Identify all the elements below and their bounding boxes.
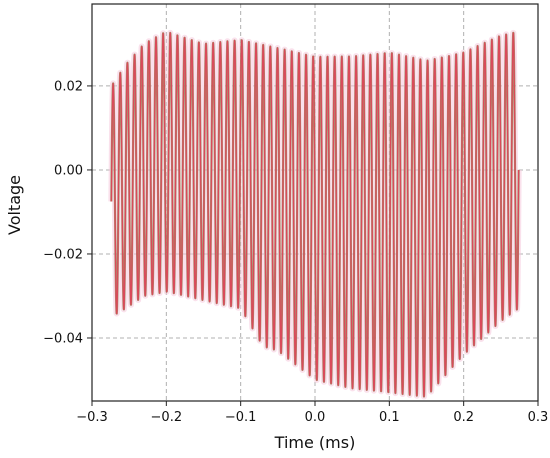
- y-axis-ticks: 0.02 0.00 −0.02 −0.04: [43, 79, 92, 346]
- x-tick-label: −0.1: [225, 410, 257, 425]
- x-axis-ticks: −0.3 −0.2 −0.1 0.0 0.1 0.2 0.3: [76, 401, 548, 425]
- x-tick-label: 0.2: [453, 410, 474, 425]
- signal-line: [110, 32, 520, 398]
- x-tick-label: 0.3: [528, 410, 549, 425]
- y-tick-label: 0.00: [54, 163, 83, 178]
- y-tick-label: 0.02: [54, 79, 83, 94]
- x-axis-label: Time (ms): [274, 433, 356, 452]
- x-tick-label: −0.3: [76, 410, 108, 425]
- x-tick-label: 0.1: [379, 410, 400, 425]
- y-tick-label: −0.04: [43, 331, 83, 346]
- x-tick-label: 0.0: [305, 410, 326, 425]
- y-axis-label: Voltage: [5, 175, 24, 235]
- y-tick-label: −0.02: [43, 247, 83, 262]
- x-tick-label: −0.2: [151, 410, 183, 425]
- series-layer: [110, 31, 520, 398]
